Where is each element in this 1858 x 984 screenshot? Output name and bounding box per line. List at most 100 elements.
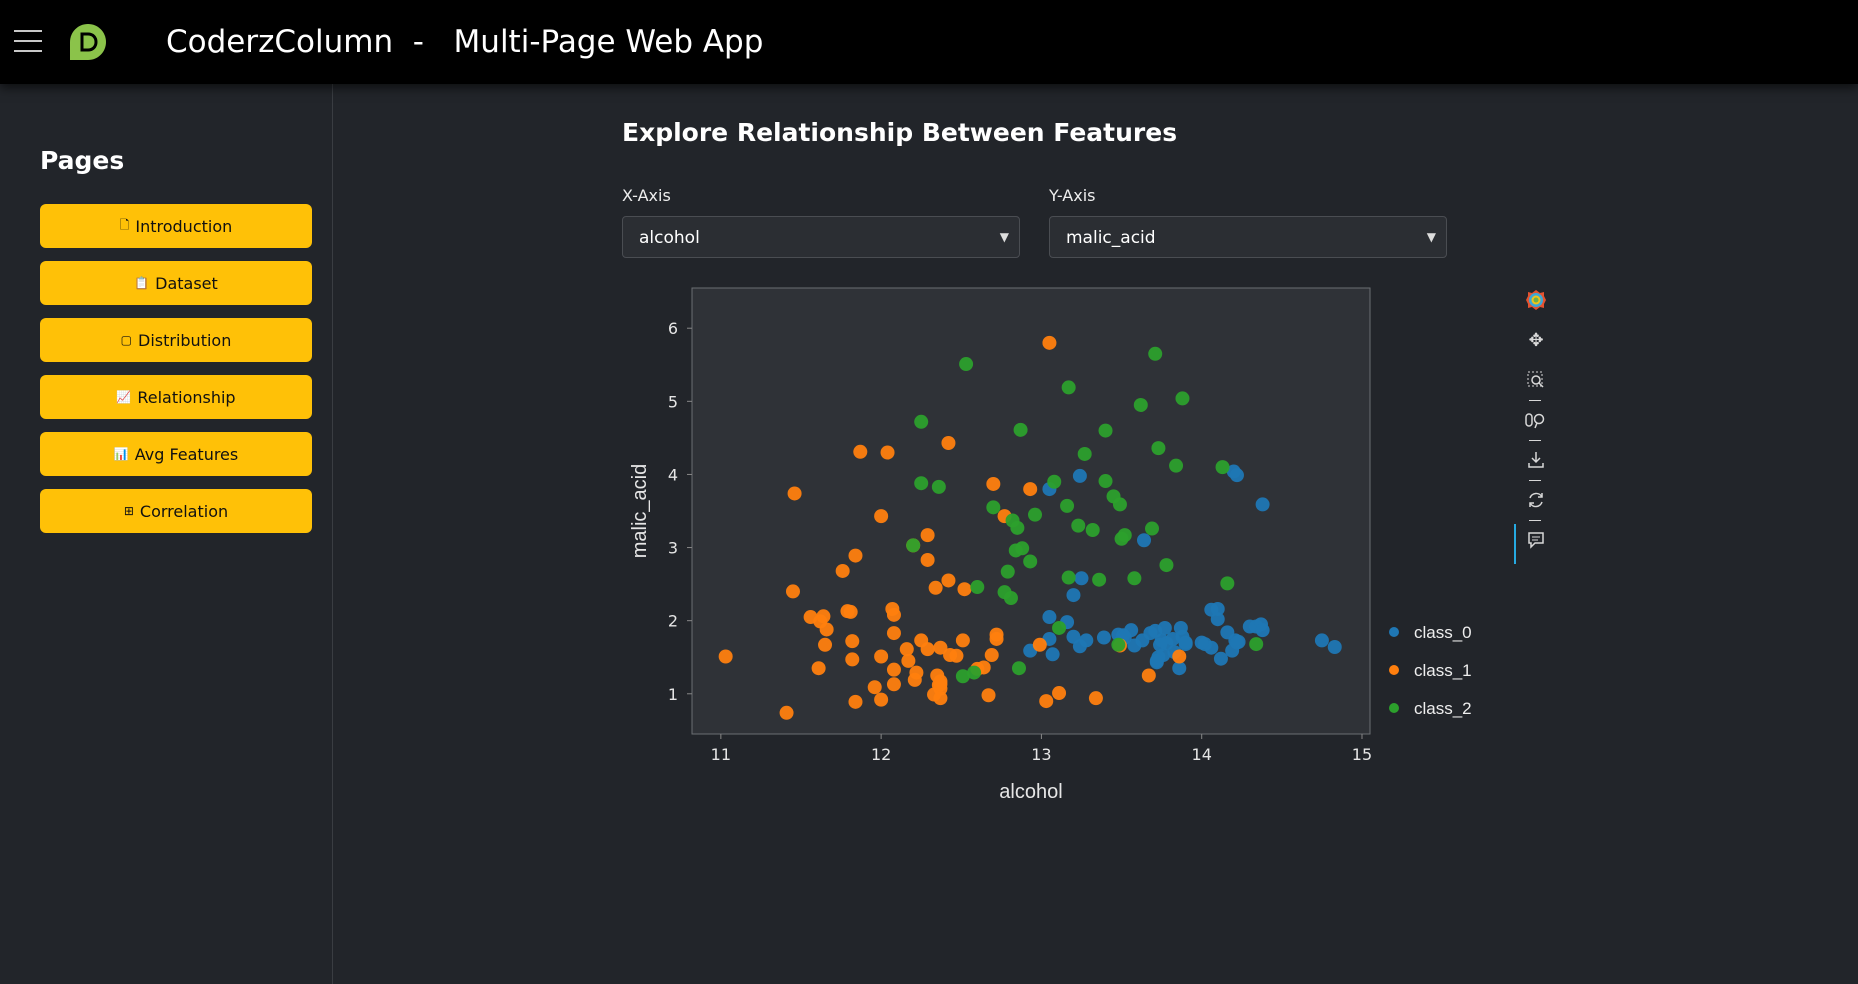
data-point-class_2 — [931, 479, 946, 494]
data-point-class_0 — [1066, 588, 1081, 603]
document-icon: 🗋 — [119, 217, 130, 232]
x-axis-select[interactable]: alcohol ▼ — [622, 216, 1020, 258]
data-point-class_1 — [853, 444, 868, 459]
y-tick-label: 2 — [668, 612, 678, 631]
wheel-zoom-icon[interactable] — [1524, 408, 1548, 432]
reset-icon[interactable] — [1524, 488, 1548, 512]
data-point-class_1 — [941, 573, 956, 588]
data-point-class_1 — [928, 580, 943, 595]
nav-label: Dataset — [155, 273, 218, 293]
data-point-class_1 — [816, 609, 831, 624]
data-point-class_1 — [941, 436, 956, 451]
data-point-class_1 — [718, 649, 733, 664]
data-point-class_1 — [920, 528, 935, 543]
bokeh-logo-icon[interactable] — [1524, 288, 1548, 312]
data-point-class_1 — [920, 642, 935, 657]
x-axis-value: alcohol — [639, 228, 700, 248]
y-tick-label: 3 — [668, 539, 678, 558]
data-point-class_1 — [848, 548, 863, 563]
data-point-class_1 — [933, 691, 948, 706]
legend-marker-class_1 — [1389, 665, 1399, 675]
data-point-class_1 — [933, 640, 948, 655]
y-tick-label: 4 — [668, 465, 678, 484]
data-point-class_2 — [1000, 564, 1015, 579]
nav-avg-features-button[interactable]: 📊 Avg Features — [40, 432, 312, 476]
data-point-class_1 — [920, 552, 935, 567]
data-point-class_1 — [1141, 668, 1156, 683]
data-point-class_1 — [1042, 335, 1057, 350]
data-point-class_2 — [1112, 497, 1127, 512]
data-point-class_2 — [1077, 446, 1092, 461]
hover-icon[interactable] — [1524, 528, 1548, 552]
data-point-class_2 — [1028, 507, 1043, 522]
nav-relationship-button[interactable]: 📈 Relationship — [40, 375, 312, 419]
data-point-class_2 — [1071, 518, 1086, 533]
data-point-class_2 — [1085, 523, 1100, 538]
scatter-chart[interactable]: 11 12 13 14 15123456alcoholmalic_acidclass_0… — [622, 280, 1492, 810]
data-point-class_2 — [1013, 422, 1028, 437]
nav-label: Distribution — [138, 330, 232, 350]
hamburger-menu-icon[interactable] — [14, 30, 42, 54]
data-point-class_2 — [1111, 637, 1126, 652]
data-point-class_2 — [1145, 521, 1160, 536]
nav-correlation-button[interactable]: ⊞ Correlation — [40, 489, 312, 533]
app-header: CoderzColumn - Multi-Page Web App — [0, 0, 1858, 84]
grid-icon: ⊞ — [123, 504, 134, 518]
legend-marker-class_0 — [1389, 627, 1399, 637]
data-point-class_0 — [1045, 647, 1060, 662]
data-point-class_0 — [1149, 653, 1164, 668]
data-point-class_2 — [967, 665, 982, 680]
nav-distribution-button[interactable]: ▢ Distribution — [40, 318, 312, 362]
data-point-class_2 — [1215, 460, 1230, 475]
data-point-class_0 — [1327, 639, 1342, 654]
y-axis-select[interactable]: malic_acid ▼ — [1049, 216, 1447, 258]
data-point-class_2 — [1098, 423, 1113, 438]
data-point-class_1 — [1039, 694, 1054, 709]
chevron-down-icon: ▼ — [999, 230, 1009, 244]
data-point-class_1 — [986, 476, 1001, 491]
data-point-class_2 — [970, 580, 985, 595]
data-point-class_1 — [779, 705, 794, 720]
data-point-class_1 — [848, 694, 863, 709]
data-point-class_0 — [1255, 497, 1270, 512]
data-point-class_1 — [843, 604, 858, 619]
save-icon[interactable] — [1524, 448, 1548, 472]
legend-marker-class_2 — [1389, 703, 1399, 713]
data-point-class_1 — [787, 486, 802, 501]
data-point-class_2 — [1092, 572, 1107, 587]
data-point-class_1 — [1032, 637, 1047, 652]
data-point-class_1 — [1172, 649, 1187, 664]
nav-dataset-button[interactable]: 📋 Dataset — [40, 261, 312, 305]
data-point-class_2 — [959, 357, 974, 372]
data-point-class_1 — [901, 653, 916, 668]
data-point-class_0 — [1213, 651, 1228, 666]
data-point-class_2 — [1148, 346, 1163, 361]
data-point-class_1 — [886, 607, 901, 622]
data-point-class_1 — [818, 637, 833, 652]
data-point-class_1 — [981, 688, 996, 703]
data-point-class_1 — [845, 652, 860, 667]
nav-introduction-button[interactable]: 🗋 Introduction — [40, 204, 312, 248]
sidebar: Pages 🗋 Introduction 📋 Dataset ▢ Distrib… — [0, 84, 333, 984]
data-point-class_2 — [955, 669, 970, 684]
data-point-class_1 — [811, 661, 826, 676]
data-point-class_0 — [1194, 635, 1209, 650]
x-tick-label: 13 — [1031, 745, 1051, 764]
data-point-class_0 — [1314, 633, 1329, 648]
data-point-class_2 — [1220, 576, 1235, 591]
data-point-class_0 — [1172, 661, 1187, 676]
app-title: CoderzColumn - Multi-Page Web App — [166, 24, 764, 60]
y-axis-label: Y-Axis — [1049, 186, 1096, 205]
data-point-class_2 — [1003, 591, 1018, 606]
data-point-class_1 — [957, 582, 972, 597]
nav-label: Correlation — [139, 501, 229, 521]
app-logo-icon — [70, 24, 106, 60]
data-point-class_2 — [986, 500, 1001, 515]
pan-icon[interactable]: ✥ — [1528, 329, 1544, 351]
box-zoom-icon[interactable] — [1524, 368, 1548, 392]
data-point-class_0 — [1178, 635, 1193, 650]
legend-label-class_1: class_1 — [1414, 661, 1472, 680]
data-point-class_1 — [874, 692, 889, 707]
y-tick-label: 6 — [668, 319, 678, 338]
x-tick-label: 11 — [711, 745, 731, 764]
